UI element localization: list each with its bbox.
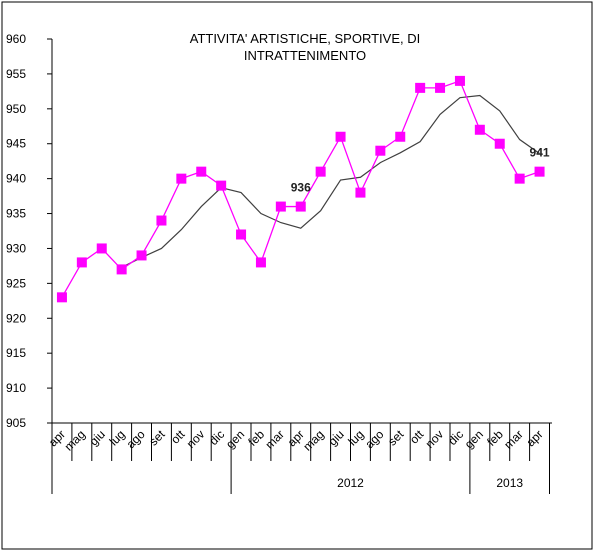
data-point-marker — [514, 173, 525, 184]
data-point-marker — [454, 75, 465, 86]
data-point-marker — [76, 257, 87, 268]
y-tick-label: 950 — [6, 102, 26, 116]
year-label: 2013 — [496, 476, 523, 490]
data-point-marker — [375, 145, 386, 156]
data-point-marker — [355, 187, 366, 198]
data-point-marker — [295, 201, 306, 212]
data-point-marker — [156, 215, 167, 226]
data-point-marker — [275, 201, 286, 212]
data-point-marker — [415, 82, 426, 93]
data-point-marker — [96, 243, 107, 254]
chart-title-line-1: ATTIVITA' ARTISTICHE, SPORTIVE, DI — [190, 31, 421, 46]
data-label: 936 — [291, 181, 311, 195]
data-point-marker — [236, 229, 247, 240]
y-tick-label: 920 — [6, 311, 26, 325]
data-label: 941 — [530, 146, 550, 160]
year-label: 2012 — [337, 476, 364, 490]
y-tick-label: 925 — [6, 276, 26, 290]
data-point-marker — [474, 124, 485, 135]
series-line-trend — [121, 94, 540, 268]
chart-title-line-2: INTRATTENIMENTO — [244, 48, 366, 63]
y-tick-label: 930 — [6, 241, 26, 255]
y-tick-label: 910 — [6, 381, 26, 395]
y-tick-label: 915 — [6, 346, 26, 360]
data-point-marker — [176, 173, 187, 184]
data-point-marker — [315, 166, 326, 177]
data-point-marker — [494, 138, 505, 149]
data-point-marker — [56, 292, 67, 303]
y-tick-label: 960 — [6, 32, 26, 46]
data-point-marker — [395, 131, 406, 142]
series-layer — [56, 75, 545, 303]
y-axis: 905 910 915 920 925 930 935 940 945 950 955 960 — [6, 32, 53, 430]
data-point-marker — [435, 82, 446, 93]
data-point-marker — [116, 264, 127, 275]
annotations: 936 941 — [291, 146, 550, 195]
data-point-marker — [335, 131, 346, 142]
y-tick-label: 905 — [6, 416, 26, 430]
y-tick-label: 945 — [6, 137, 26, 151]
data-point-marker — [136, 250, 147, 261]
y-tick-label: 940 — [6, 172, 26, 186]
data-point-marker — [216, 180, 227, 191]
y-tick-label: 935 — [6, 207, 26, 221]
data-point-marker — [255, 257, 266, 268]
data-point-marker — [534, 166, 545, 177]
y-tick-label: 955 — [6, 67, 26, 81]
data-point-marker — [196, 166, 207, 177]
